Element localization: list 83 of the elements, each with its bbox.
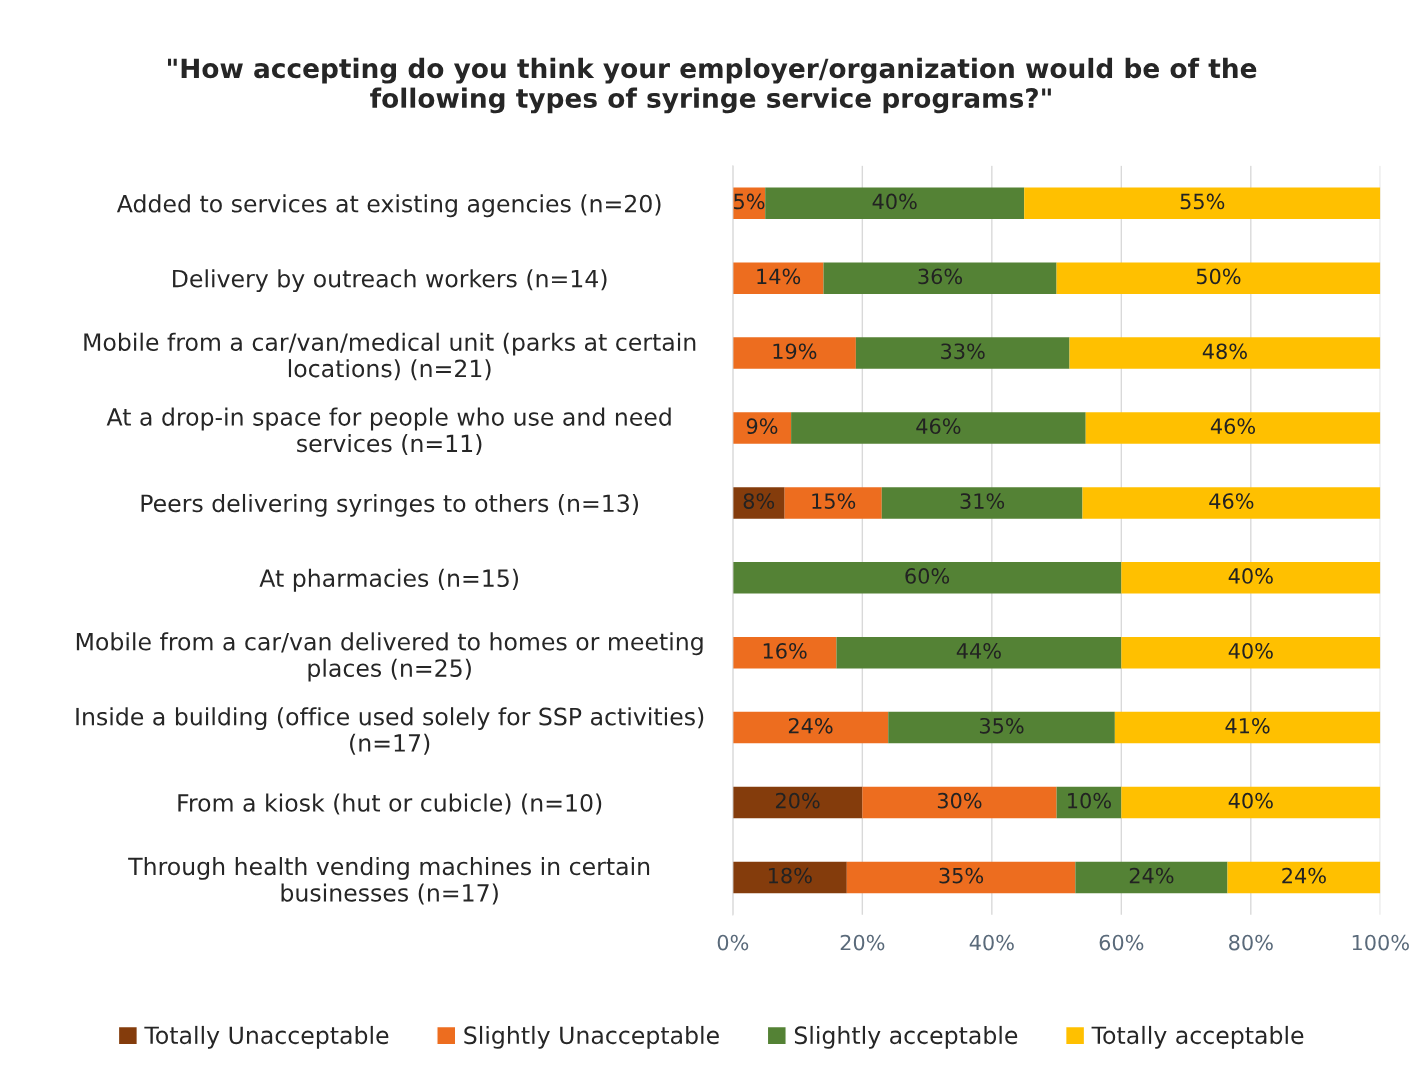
data-label: 16% (763, 642, 807, 659)
bar (1069, 337, 1381, 369)
y-tick-label: Mobile from a car/van/medical unit (parks at certain locations) (n=21) (84, 332, 696, 381)
bar (765, 187, 1025, 220)
bar (836, 636, 1122, 669)
data-label: 40% (872, 193, 917, 210)
bar (1114, 711, 1381, 744)
data-label: 24% (1129, 867, 1174, 884)
data-label: 10% (1068, 792, 1111, 809)
y-tick-label: Peers delivering syringes to others (n=13) (141, 493, 638, 517)
chart-title: "How accepting do you think your employer/organization would be of the following types of syringe service programs?" (168, 57, 1257, 114)
data-label: 46% (1210, 418, 1256, 435)
bar (855, 337, 1070, 369)
bar (732, 487, 785, 519)
data-label: 48% (1202, 343, 1247, 360)
bar (1227, 861, 1381, 894)
bar (732, 711, 889, 744)
bar (1056, 262, 1381, 294)
bar (732, 412, 792, 444)
data-label: 36% (918, 268, 963, 285)
bar (888, 711, 1115, 744)
bar (784, 487, 882, 519)
bar (823, 262, 1057, 294)
data-label: 35% (939, 867, 984, 884)
bar (1085, 412, 1381, 444)
bar (862, 786, 1057, 819)
y-tick-label: Inside a building (office used solely for SSP activities) (n=17) (76, 707, 704, 755)
data-label: 60% (905, 568, 950, 584)
bar (732, 786, 863, 819)
data-label: 9% (746, 418, 778, 435)
y-tick-label: Through health vending machines in certain businesses (n=17) (128, 857, 650, 905)
bar (1082, 487, 1381, 519)
data-label: 46% (1209, 493, 1254, 509)
y-tick-label: Mobile from a car/van delivered to homes or meeting places (n=25) (76, 632, 703, 682)
bar (1075, 861, 1228, 894)
legend-label: Slightly Unacceptable (464, 1025, 719, 1049)
x-tick-label: 60% (1099, 934, 1144, 951)
x-tick-label: 100% (1352, 934, 1409, 951)
data-label: 35% (979, 717, 1024, 734)
bar (1024, 187, 1381, 220)
data-label: 50% (1196, 268, 1241, 285)
x-tick-label: 80% (1229, 934, 1273, 951)
x-tick-label: 40% (969, 934, 1014, 951)
data-label: 5% (734, 193, 765, 210)
bar (1121, 562, 1381, 594)
legend-label: Slightly acceptable (794, 1025, 1018, 1049)
bar (1121, 786, 1381, 819)
bar (732, 636, 837, 669)
bar (732, 562, 1122, 594)
data-label: 24% (788, 717, 833, 734)
data-label: 41% (1225, 717, 1270, 734)
y-tick-label: At a drop-in space for people who use and need services (n=11) (106, 407, 671, 456)
data-label: 40% (1228, 642, 1273, 659)
data-label: 46% (916, 418, 961, 435)
data-label: 30% (937, 792, 982, 809)
data-label: 15% (812, 493, 856, 509)
data-label: 18% (768, 867, 812, 884)
bar (846, 861, 1076, 894)
data-label: 40% (1228, 792, 1273, 809)
bar (1121, 636, 1381, 669)
data-label: 44% (956, 642, 1001, 659)
data-label: 19% (773, 343, 817, 360)
bar (732, 262, 824, 294)
legend-label: Totally acceptable (1091, 1025, 1304, 1049)
bar (732, 861, 847, 894)
bar (732, 337, 856, 369)
y-tick-label: From a kiosk (hut or cubicle) (n=10) (178, 793, 602, 815)
x-tick-label: 20% (840, 934, 885, 951)
bar (881, 487, 1083, 519)
y-tick-label: Delivery by outreach workers (n=14) (173, 269, 607, 293)
y-tick-label: At pharmacies (n=15) (259, 568, 519, 592)
data-label: 8% (743, 493, 775, 509)
data-label: 31% (960, 493, 1005, 509)
data-label: 40% (1228, 568, 1273, 584)
data-label: 20% (775, 792, 820, 809)
bar (791, 412, 1086, 444)
x-tick-label: 0% (717, 934, 749, 951)
y-tick-label: Added to services at existing agencies (n=20) (116, 194, 661, 218)
data-label: 24% (1282, 867, 1326, 884)
data-label: 14% (757, 268, 801, 285)
legend-label: Totally Unacceptable (144, 1025, 389, 1049)
data-label: 33% (941, 343, 985, 360)
data-label: 55% (1180, 193, 1225, 210)
